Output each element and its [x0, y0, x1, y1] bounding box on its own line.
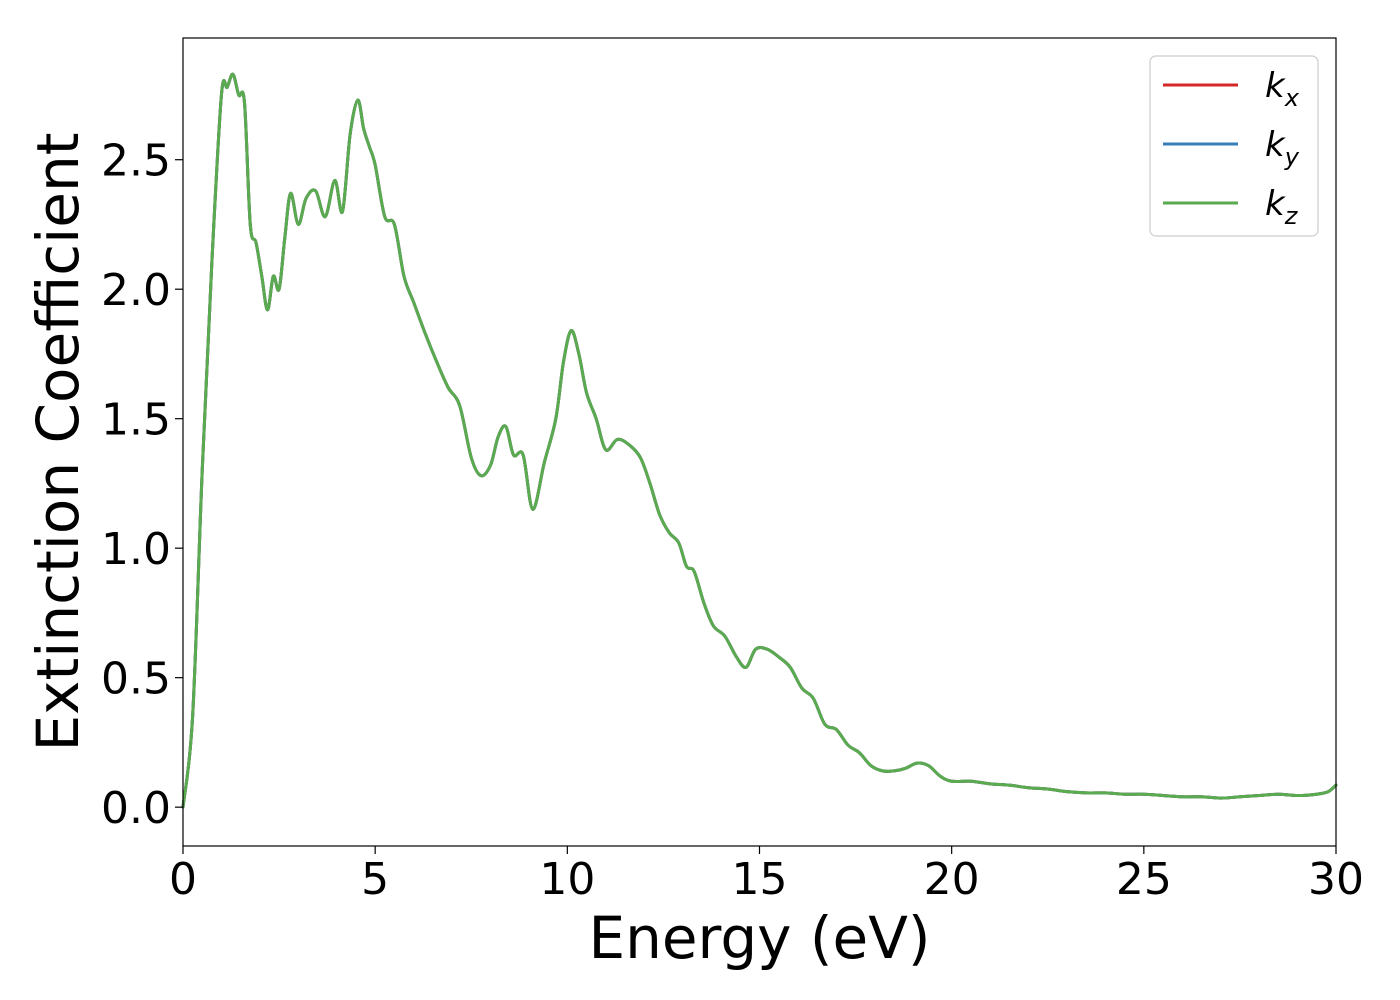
legend-box: [1149, 55, 1319, 237]
legend-label-base: k: [1265, 184, 1286, 224]
x-axis-label: Energy (eV): [588, 904, 930, 972]
y-tick-label: 1.0: [101, 524, 171, 575]
x-axis-ticks: 0 5 10 15 20 25 30: [169, 846, 1364, 905]
x-tick-label: 20: [924, 854, 980, 905]
series-layer: [181, 72, 1338, 809]
y-tick-label: 2.0: [101, 265, 171, 316]
legend-label-y: ky: [1265, 125, 1300, 171]
y-tick-label: 1.5: [101, 395, 171, 446]
series-line-z: [181, 72, 1338, 809]
legend-label-base: k: [1265, 125, 1286, 165]
y-axis-label: Extinction Coefficient: [24, 133, 92, 752]
legend-label-base: k: [1265, 66, 1286, 106]
legend-label-subscript: z: [1284, 202, 1299, 230]
legend-label-z: kz: [1265, 184, 1299, 230]
legend-label-subscript: x: [1284, 84, 1300, 112]
y-tick-label: 0.0: [101, 783, 171, 834]
y-axis-ticks: 0.0 0.5 1.0 1.5 2.0 2.5: [101, 136, 183, 834]
x-tick-label: 25: [1116, 854, 1172, 905]
y-tick-label: 2.5: [101, 136, 171, 187]
y-tick-label: 0.5: [101, 654, 171, 705]
legend-label-subscript: y: [1284, 143, 1300, 171]
x-tick-label: 0: [169, 854, 197, 905]
x-tick-label: 5: [361, 854, 389, 905]
x-tick-label: 15: [732, 854, 788, 905]
legend-label-x: kx: [1265, 66, 1300, 112]
x-tick-label: 10: [539, 854, 595, 905]
x-tick-label: 30: [1308, 854, 1364, 905]
